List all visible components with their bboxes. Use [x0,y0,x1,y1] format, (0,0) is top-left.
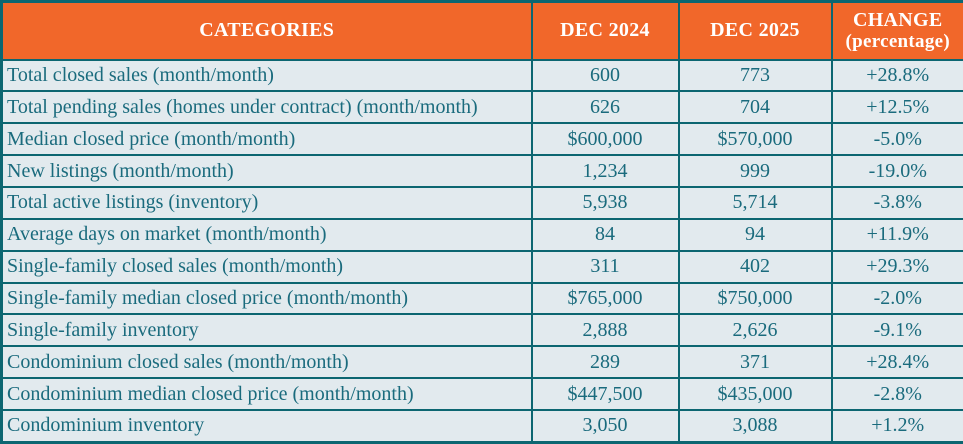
dec-2024-cell: 1,234 [530,154,680,188]
table-header: CATEGORIES DEC 2024 DEC 2025 CHANGE (per… [0,0,963,61]
table-row: New listings (month/month) 1,234 999 -19… [0,154,963,188]
change-cell: -3.8% [830,185,963,220]
table-row: Average days on market (month/month) 84 … [0,217,963,252]
table-row: Total closed sales (month/month) 600 773… [0,58,963,93]
category-cell: Total closed sales (month/month) [0,58,533,93]
change-cell: -9.1% [830,313,963,348]
dec-2025-cell: 773 [677,58,833,93]
table-row: Single-family closed sales (month/month)… [0,249,963,284]
change-cell: -2.0% [830,281,963,316]
category-cell: Average days on market (month/month) [0,217,533,252]
category-cell: Condominium median closed price (month/m… [0,377,533,411]
table-row: Single-family median closed price (month… [0,281,963,316]
change-header-title: CHANGE [852,8,943,31]
dec-2024-cell: 289 [530,345,680,380]
category-cell: New listings (month/month) [0,154,533,188]
dec-2024-cell: 3,050 [530,408,680,444]
dec-2025-cell: 402 [677,249,833,284]
dec-2024-cell: $447,500 [530,377,680,411]
column-header-categories: CATEGORIES [0,0,533,61]
change-cell: +11.9% [830,217,963,252]
category-cell: Total pending sales (homes under contrac… [0,90,533,125]
change-header-subtitle: (percentage) [845,30,951,52]
table-row: Single-family inventory 2,888 2,626 -9.1… [0,313,963,348]
category-cell: Single-family inventory [0,313,533,348]
change-cell: +12.5% [830,90,963,125]
table-row: Condominium inventory 3,050 3,088 +1.2% [0,408,963,444]
category-cell: Single-family closed sales (month/month) [0,249,533,284]
category-cell: Single-family median closed price (month… [0,281,533,316]
dec-2024-cell: $765,000 [530,281,680,316]
change-cell: +28.4% [830,345,963,380]
table-row: Total active listings (inventory) 5,938 … [0,185,963,220]
category-cell: Condominium closed sales (month/month) [0,345,533,380]
table-row: Condominium median closed price (month/m… [0,377,963,411]
column-header-dec-2024: DEC 2024 [530,0,680,61]
column-header-dec-2025: DEC 2025 [677,0,833,61]
change-cell: -2.8% [830,377,963,411]
dec-2025-cell: 2,626 [677,313,833,348]
dec-2024-cell: 600 [530,58,680,93]
change-cell: -5.0% [830,122,963,157]
dec-2024-cell: 5,938 [530,185,680,220]
change-cell: -19.0% [830,154,963,188]
dec-2025-cell: 704 [677,90,833,125]
table-row: Median closed price (month/month) $600,0… [0,122,963,157]
dec-2025-cell: $435,000 [677,377,833,411]
header-row: CATEGORIES DEC 2024 DEC 2025 CHANGE (per… [0,0,963,61]
dec-2025-cell: 999 [677,154,833,188]
dec-2025-cell: 94 [677,217,833,252]
dec-2024-cell: $600,000 [530,122,680,157]
dec-2025-cell: 5,714 [677,185,833,220]
dec-2025-cell: 371 [677,345,833,380]
change-cell: +29.3% [830,249,963,284]
column-header-change: CHANGE (percentage) [830,0,963,61]
change-cell: +1.2% [830,408,963,444]
table-body: Total closed sales (month/month) 600 773… [0,58,963,444]
dec-2024-cell: 311 [530,249,680,284]
table-row: Condominium closed sales (month/month) 2… [0,345,963,380]
dec-2025-cell: $570,000 [677,122,833,157]
table-row: Total pending sales (homes under contrac… [0,90,963,125]
dec-2025-cell: 3,088 [677,408,833,444]
category-cell: Condominium inventory [0,408,533,444]
dec-2025-cell: $750,000 [677,281,833,316]
category-cell: Median closed price (month/month) [0,122,533,157]
dec-2024-cell: 2,888 [530,313,680,348]
category-cell: Total active listings (inventory) [0,185,533,220]
change-cell: +28.8% [830,58,963,93]
dec-2024-cell: 84 [530,217,680,252]
dec-2024-cell: 626 [530,90,680,125]
